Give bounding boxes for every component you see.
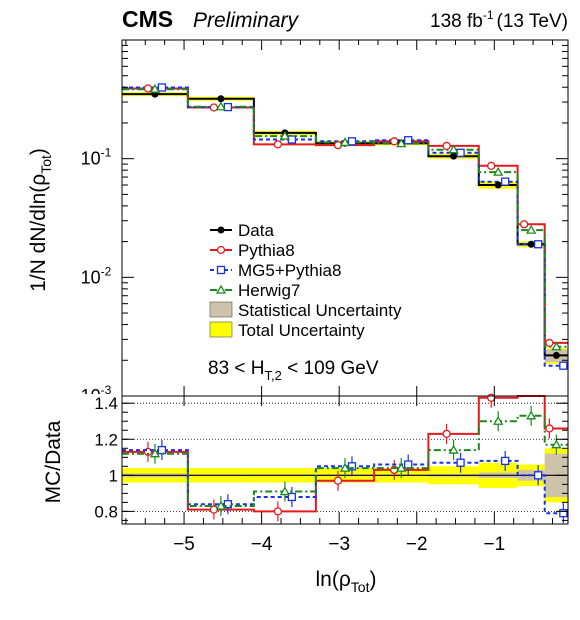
x-tick-label: −5 <box>173 534 195 555</box>
main-y-axis-label: 1/N dN/dln(ρTot) <box>27 148 54 292</box>
pythia8-point <box>545 338 554 348</box>
herwig7-ratio-point <box>149 448 161 458</box>
mg5-pythia8-ratio-point <box>404 460 413 469</box>
luminosity-label: 138 fb-1 (13 TeV) <box>430 8 568 32</box>
herwig7-point <box>279 130 291 140</box>
ratio-uncertainty-bands <box>122 448 568 503</box>
pythia8-point <box>209 103 219 112</box>
pythia8-point <box>442 141 451 151</box>
legend-label: Pythia8 <box>238 241 295 260</box>
mg5-pythia8-ratio-point <box>456 458 465 467</box>
ratio-plot-frame <box>121 395 569 525</box>
mg5-pythia8-point <box>223 102 233 112</box>
herwig7-ratio-point <box>339 462 351 472</box>
pythia8-ratio-point <box>545 424 554 433</box>
pythia8-point <box>273 140 283 149</box>
mg5-pythia8-point <box>404 136 413 145</box>
legend-label: MG5+Pythia8 <box>238 261 341 280</box>
mg5-pythia8-ratio-point <box>533 471 543 480</box>
herwig7-point <box>396 138 407 148</box>
pythia8-ratio-point <box>442 429 451 439</box>
mg5-pythia8-ratio-point <box>223 500 233 509</box>
legend: DataPythia8MG5+Pythia8Herwig7Statistical… <box>209 221 402 340</box>
x-tick-label: −1 <box>483 534 505 555</box>
y-tick-label: 10-1 <box>81 146 112 169</box>
legend-marker <box>217 226 225 234</box>
herwig7-point <box>339 137 351 147</box>
herwig7-point <box>551 341 562 351</box>
data-point <box>552 351 560 359</box>
ratio-y-tick-label: 1.4 <box>94 394 118 413</box>
mg5-pythia8-point <box>157 83 167 92</box>
herwig7-ratio-point <box>279 486 291 496</box>
main-panel: 10-110-210-3 1/N dN/dln(ρTot) DataPythia… <box>27 39 569 406</box>
herwig7-point <box>149 83 161 93</box>
legend-item: MG5+Pythia8 <box>210 261 341 280</box>
x-tick-label: −3 <box>328 534 350 555</box>
mg5-pythia8-ratio-point <box>347 462 357 471</box>
ratio-y-tick-label: 1 <box>109 466 118 485</box>
ratio-panel: 0.8 1 1.2 1.4 −5 −4 −3 −2 −1 MC/Data ln(ρTot) <box>42 393 569 595</box>
legend-swatch <box>209 301 233 318</box>
pythia8-point <box>390 137 399 146</box>
legend-marker <box>216 245 226 255</box>
pythia8-point <box>143 84 153 93</box>
preliminary-label: Preliminary <box>193 9 300 32</box>
mg5-pythia8-ratio-point <box>501 456 510 466</box>
y-tick-label: 10-2 <box>81 264 112 287</box>
cms-label: CMS <box>122 6 173 32</box>
legend-item: Herwig7 <box>210 281 300 300</box>
mg5-pythia8-point <box>559 361 568 370</box>
data-point <box>494 181 502 189</box>
mg5-pythia8-ratio-point <box>559 509 568 518</box>
herwig7-point <box>448 144 459 154</box>
legend-label: Data <box>238 221 274 240</box>
legend-swatch <box>209 321 233 338</box>
pythia8-ratio-point <box>273 507 283 516</box>
legend-marker <box>215 284 227 294</box>
mg5-pythia8-point <box>501 177 510 186</box>
data-point <box>217 95 225 103</box>
x-axis-label: ln(ρTot) <box>316 568 377 595</box>
herwig7-ratio-point <box>215 500 227 510</box>
legend-marker <box>216 265 226 275</box>
ratio-y-tick-label: 0.8 <box>94 502 118 521</box>
x-tick-label: −4 <box>251 534 273 555</box>
legend-item: Statistical Uncertainty <box>209 301 402 320</box>
herwig7-ratio-line <box>122 414 568 507</box>
legend-label: Total Uncertainty <box>238 321 365 340</box>
pythia8-point <box>487 161 496 170</box>
herwig7-ratio-point <box>493 415 504 425</box>
ratio-y-tick-label: 1.2 <box>94 430 118 449</box>
herwig7-ratio-point <box>526 410 537 420</box>
pythia8-ratio-point <box>333 476 343 485</box>
herwig7-point <box>493 166 504 176</box>
x-tick-label: −2 <box>406 534 428 555</box>
ht-range-annotation: 83 < HT,2 < 109 GeV <box>208 358 379 383</box>
mg5-pythia8-point <box>347 137 357 146</box>
legend-item: Pythia8 <box>210 241 295 260</box>
herwig7-point <box>526 224 537 234</box>
ratio-axes: 0.8 1 1.2 1.4 −5 −4 −3 −2 −1 <box>94 394 568 555</box>
mg5-pythia8-ratio-point <box>157 445 167 455</box>
pythia8-point <box>520 220 529 229</box>
legend-item: Total Uncertainty <box>209 321 365 340</box>
mg5-pythia8-ratio-point <box>287 492 297 502</box>
pythia8-ratio-point <box>487 393 496 402</box>
mg5-pythia8-point <box>533 240 543 249</box>
herwig7-ratio-point <box>448 444 459 454</box>
herwig7-ratio-point <box>396 462 407 472</box>
ratio-grid <box>122 402 568 512</box>
legend-label: Statistical Uncertainty <box>238 301 402 320</box>
legend-label: Herwig7 <box>238 281 300 300</box>
data-point <box>527 240 535 248</box>
ratio-y-axis-label: MC/Data <box>42 420 65 503</box>
main-markers-group <box>143 83 568 370</box>
data-point <box>450 152 458 160</box>
herwig7-point <box>215 101 227 111</box>
herwig7-ratio-point <box>551 439 562 449</box>
legend-item: Data <box>210 221 274 240</box>
ratio-series-group <box>122 393 568 524</box>
